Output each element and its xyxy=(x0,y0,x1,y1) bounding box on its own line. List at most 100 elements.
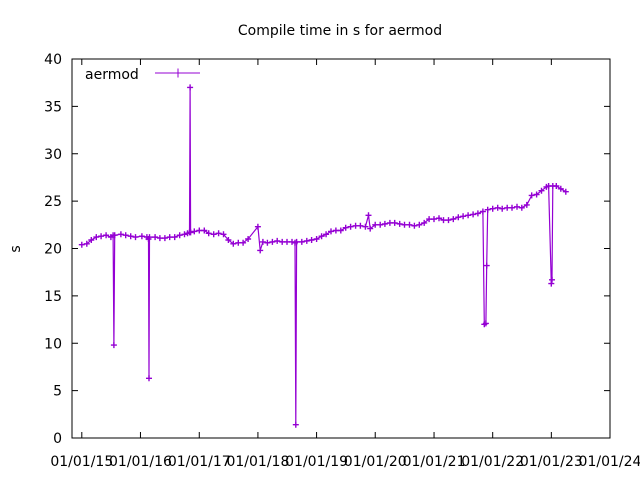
y-tick-label: 15 xyxy=(44,289,62,305)
data-point xyxy=(146,234,153,241)
data-point xyxy=(88,237,95,243)
x-tick-label: 01/01/22 xyxy=(461,454,524,470)
data-point xyxy=(298,238,305,245)
x-tick-label: 01/01/24 xyxy=(579,454,640,470)
data-point xyxy=(549,276,555,283)
data-point xyxy=(303,237,310,244)
y-tick-label: 0 xyxy=(53,431,62,447)
data-point xyxy=(465,212,472,219)
data-point xyxy=(518,204,525,211)
data-point xyxy=(103,232,110,239)
data-point xyxy=(293,238,300,245)
data-point xyxy=(308,237,315,243)
data-point xyxy=(377,221,384,228)
y-tick-label: 35 xyxy=(44,99,62,115)
data-point xyxy=(470,211,477,218)
data-point xyxy=(225,237,232,243)
data-point xyxy=(416,221,423,228)
data-point xyxy=(201,227,208,234)
data-point xyxy=(411,222,418,229)
data-point xyxy=(450,216,457,223)
data-point xyxy=(431,216,437,223)
data-point xyxy=(357,222,364,229)
x-tick-label: 01/01/23 xyxy=(520,454,583,470)
data-point xyxy=(111,232,118,239)
data-point xyxy=(436,215,442,222)
data-point xyxy=(483,262,490,269)
x-tick-label: 01/01/15 xyxy=(50,454,113,470)
data-point xyxy=(257,247,264,254)
data-point xyxy=(391,219,398,226)
data-point xyxy=(528,192,535,199)
y-tick-label: 30 xyxy=(44,147,62,163)
data-point xyxy=(210,231,217,238)
data-point xyxy=(482,320,489,327)
data-point xyxy=(538,187,545,194)
data-point xyxy=(553,183,560,189)
y-tick-label: 40 xyxy=(44,52,62,68)
data-point xyxy=(494,204,501,211)
data-point xyxy=(230,240,237,247)
series-layer xyxy=(78,84,569,428)
plot-frame xyxy=(71,58,611,439)
data-point xyxy=(323,231,330,238)
data-point xyxy=(161,235,168,242)
data-point xyxy=(460,213,467,220)
data-point xyxy=(152,234,159,241)
x-axis-ticks: 01/01/1501/01/1601/01/1701/01/1801/01/19… xyxy=(50,59,640,470)
data-point xyxy=(479,208,486,215)
data-point xyxy=(562,188,569,195)
data-point xyxy=(396,220,403,227)
data-point xyxy=(362,223,369,230)
data-point xyxy=(381,220,388,227)
data-point xyxy=(220,231,227,238)
data-point xyxy=(191,228,198,235)
data-point xyxy=(245,236,252,242)
data-point xyxy=(274,237,281,244)
data-point xyxy=(347,223,354,230)
y-tick-label: 5 xyxy=(53,384,62,400)
y-axis-label: s xyxy=(8,245,24,252)
data-point xyxy=(187,84,194,91)
data-point xyxy=(523,201,530,208)
data-point xyxy=(421,219,428,226)
y-axis-ticks: 0 5 10 15 20 25 30 35 40 xyxy=(44,52,610,447)
x-tick-label: 01/01/18 xyxy=(226,454,289,470)
data-point xyxy=(313,236,320,242)
data-point xyxy=(455,214,462,221)
data-point xyxy=(254,223,261,230)
data-point xyxy=(146,375,152,382)
data-point xyxy=(117,231,124,238)
legend-label: aermod xyxy=(85,67,139,83)
data-point xyxy=(181,231,188,238)
data-point xyxy=(342,224,349,231)
data-point xyxy=(171,234,178,241)
data-point xyxy=(269,238,276,245)
data-point xyxy=(445,217,452,224)
data-point xyxy=(98,233,105,240)
data-point xyxy=(328,228,334,235)
y-tick-label: 20 xyxy=(44,242,62,258)
data-point xyxy=(489,205,496,212)
data-point xyxy=(292,421,299,428)
data-point xyxy=(484,206,491,213)
x-tick-label: 01/01/19 xyxy=(285,454,348,470)
legend: aermod xyxy=(85,67,200,83)
data-point xyxy=(176,232,183,239)
x-tick-label: 01/01/21 xyxy=(403,454,466,470)
data-point xyxy=(122,232,129,239)
data-point xyxy=(132,234,139,241)
data-point xyxy=(110,342,117,349)
series-line xyxy=(81,87,567,425)
data-point xyxy=(367,225,374,232)
data-point xyxy=(337,227,344,234)
x-tick-label: 01/01/17 xyxy=(168,454,231,470)
y-tick-label: 10 xyxy=(44,336,62,352)
y-tick-label: 25 xyxy=(44,194,62,210)
data-point xyxy=(499,205,506,212)
data-point xyxy=(557,185,564,192)
x-tick-label: 01/01/20 xyxy=(344,454,407,470)
data-point xyxy=(514,203,520,210)
data-point xyxy=(93,234,100,241)
